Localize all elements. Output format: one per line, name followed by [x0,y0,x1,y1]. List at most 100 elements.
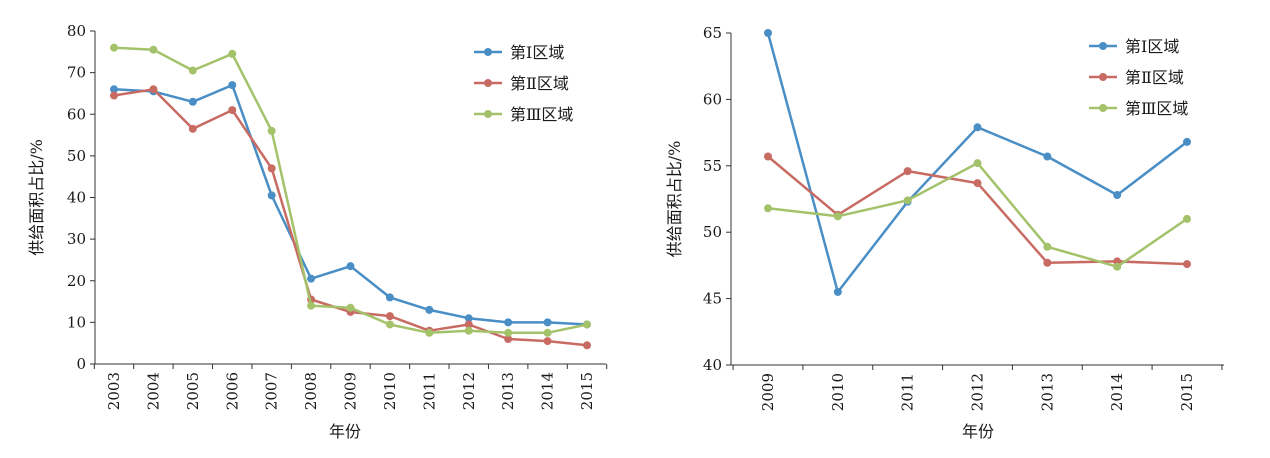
series-line [767,155,1188,266]
y-tick-label: 60 [67,105,86,123]
right-line-chart: 40 45 50 55 60 65 2009 2010 2011 2012 2013 2014 2015… [665,24,1224,441]
data-point [764,152,772,161]
data-point [1113,191,1122,200]
legend-marker [484,79,492,87]
x-tick-label: 2013 [499,372,517,410]
x-tick-label: 2012 [969,373,987,411]
x-tick-label: 2014 [539,372,557,410]
data-point [583,320,591,329]
series-3 [110,43,591,337]
data-point [110,43,118,52]
data-point [973,179,982,188]
legend-item-2: 第Ⅱ区域 [1089,68,1184,87]
x-tick-label: 2012 [460,372,478,410]
data-point [543,328,552,337]
data-point [1183,137,1191,146]
data-point [973,123,982,132]
data-point [1043,242,1052,251]
y-tick-label: 10 [67,313,86,331]
data-point [228,81,237,90]
legend-item-2: 第Ⅱ区域 [474,74,569,93]
y-tick-label: 30 [67,230,86,248]
data-point [833,287,842,296]
data-point [504,335,513,344]
legend-label: 第Ⅰ区域 [1125,37,1179,56]
legend-item-3: 第Ⅲ区域 [474,105,573,124]
data-point [228,49,237,58]
legend-marker [1099,104,1107,112]
legend-marker [484,48,492,56]
series-2 [764,152,1191,269]
data-point [307,301,316,310]
data-point [267,191,276,200]
x-tick-label: 2003 [105,372,123,410]
y-tick-label: 0 [76,355,86,373]
x-tick-label: 2013 [1038,373,1056,411]
legend-marker [1099,42,1107,50]
x-tick-label: 2004 [144,372,162,410]
data-point [543,337,552,346]
data-point [385,312,394,321]
legend-item-1: 第Ⅰ区域 [1089,37,1179,56]
data-point [504,318,513,327]
data-point [188,97,197,106]
series-2 [110,85,591,350]
x-axis-title: 年份 [329,422,361,441]
data-point [903,167,912,176]
data-point [149,45,158,54]
data-point [464,320,473,329]
y-tick-label: 50 [703,223,722,241]
x-tick-label: 2009 [759,373,777,411]
x-tick-label: 2014 [1108,373,1126,411]
data-point [764,29,772,37]
data-point [188,66,197,75]
data-point [267,164,276,173]
x-tick-label: 2008 [302,372,320,410]
series-3 [764,159,1191,271]
x-tick-label: 2011 [899,373,917,411]
y-tick-label: 40 [67,189,86,207]
data-point [425,305,434,314]
y-tick-label: 80 [67,22,86,40]
series-1 [764,29,1191,296]
y-tick-label: 50 [67,147,86,165]
x-tick-label: 2009 [342,372,360,410]
data-point [385,320,394,329]
x-tick-label: 2007 [263,372,281,410]
data-point [385,293,394,302]
data-point [464,326,473,335]
x-tick-label: 2006 [223,372,241,410]
x-tick-label: 2010 [381,372,399,410]
data-point [1113,262,1122,271]
data-point [464,314,473,323]
data-point [504,328,513,337]
legend-label: 第Ⅱ区域 [510,74,569,93]
data-point [833,212,842,221]
data-point [583,341,591,350]
x-tick-label: 2015 [1178,373,1196,411]
y-tick-label: 70 [67,64,86,82]
data-point [346,262,355,271]
data-point [1043,152,1052,161]
y-axis-title: 供给面积占比/% [27,139,46,256]
data-point [903,196,912,205]
y-tick-label: 65 [703,24,722,42]
data-point [543,318,552,327]
data-point [110,91,118,100]
y-tick-label: 55 [703,157,722,175]
legend-marker [1099,73,1107,81]
data-point [425,328,434,337]
x-tick-label: 2015 [578,372,596,410]
y-axis-title: 供给面积占比/% [665,141,684,258]
data-point [973,159,982,168]
x-tick-label: 2011 [420,372,438,410]
data-point [188,124,197,133]
data-point [1183,214,1191,223]
data-point [149,85,158,94]
data-point [228,106,237,115]
y-tick-label: 60 [703,90,722,108]
legend-label: 第Ⅲ区域 [1125,99,1188,118]
legend-marker [484,110,492,118]
legend-label: 第Ⅰ区域 [510,43,564,62]
x-axis-title: 年份 [962,422,994,441]
